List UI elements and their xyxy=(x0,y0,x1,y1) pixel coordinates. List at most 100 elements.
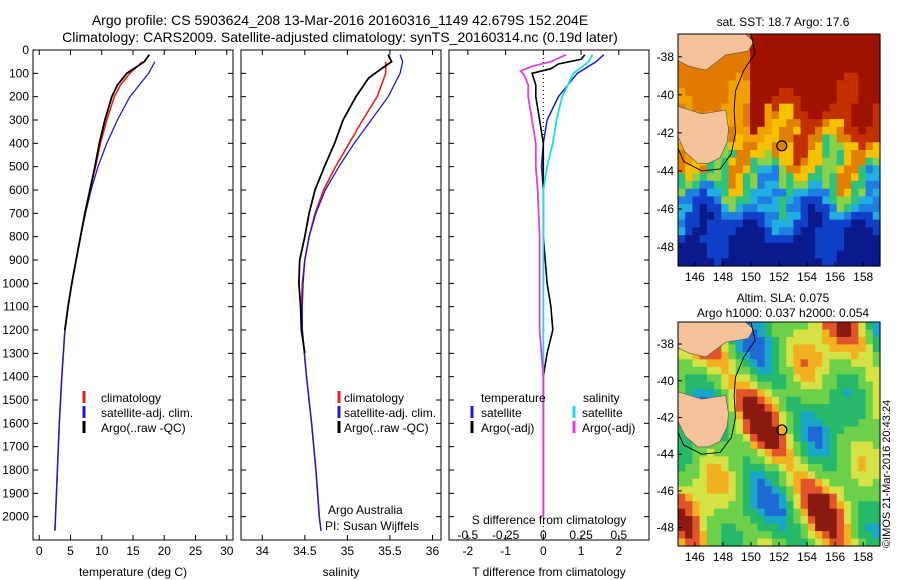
map-cell xyxy=(786,242,794,252)
map-cell xyxy=(728,103,737,112)
map-cell xyxy=(728,165,737,174)
map-cell xyxy=(793,486,802,495)
map-cell xyxy=(843,389,852,398)
map-cell xyxy=(692,523,701,532)
map-cell xyxy=(750,150,758,159)
map-cell xyxy=(786,49,794,58)
map-cell xyxy=(800,448,809,457)
map-cell xyxy=(858,41,867,50)
map-cell xyxy=(735,57,744,66)
map-cell xyxy=(865,426,874,435)
s-tick-label: -0.5 xyxy=(458,528,479,542)
map-cell xyxy=(843,204,852,213)
map-cell xyxy=(706,235,715,244)
map-cell xyxy=(764,426,773,435)
map-cell xyxy=(786,434,794,443)
map-cell xyxy=(764,242,773,252)
map-cell xyxy=(800,41,809,50)
map-cell xyxy=(771,344,780,353)
map-cell xyxy=(714,493,722,502)
map-cell xyxy=(764,119,773,128)
map-cell xyxy=(699,219,708,228)
map-cell xyxy=(793,366,802,375)
map-cell xyxy=(779,486,787,495)
map-cell xyxy=(714,478,722,487)
map-cell xyxy=(807,322,816,331)
map-cell xyxy=(843,404,852,413)
map-cell xyxy=(836,119,845,128)
map-cell xyxy=(735,49,744,58)
map-cell xyxy=(757,157,766,166)
y-tick-label: 400 xyxy=(9,136,29,150)
map-cell xyxy=(858,434,867,443)
y-tick-label: 1900 xyxy=(2,486,29,500)
map-cell xyxy=(858,329,867,338)
map-cell xyxy=(815,508,823,517)
map-cell xyxy=(685,157,693,166)
map-cell xyxy=(872,523,881,532)
map-cell xyxy=(750,157,758,166)
y-tick-label: 500 xyxy=(9,160,29,174)
map-cell xyxy=(807,456,816,465)
map-y-tick-label: -48 xyxy=(657,240,675,254)
map-cell xyxy=(678,501,686,510)
map-cell xyxy=(721,508,730,517)
map-cell xyxy=(735,165,744,174)
map-cell xyxy=(742,180,751,190)
map-cell xyxy=(764,41,773,50)
map-cell xyxy=(800,235,809,244)
map-cell xyxy=(865,34,874,43)
map-cell xyxy=(815,478,823,487)
map-cell xyxy=(851,258,859,267)
map-cell xyxy=(829,126,838,136)
map-cell xyxy=(822,57,831,66)
map-cell xyxy=(714,180,722,190)
map-cell xyxy=(771,523,780,532)
map-cell xyxy=(735,389,744,398)
map-cell xyxy=(829,463,838,472)
map-cell xyxy=(793,119,802,128)
map-cell xyxy=(685,441,693,450)
map-cell xyxy=(721,501,730,510)
map-cell xyxy=(764,336,773,345)
map-cell xyxy=(757,516,766,525)
map-cell xyxy=(843,188,852,197)
map-cell xyxy=(779,188,787,197)
map-cell xyxy=(757,88,766,97)
map-cell xyxy=(822,188,831,197)
map-cell xyxy=(793,448,802,457)
map-cell xyxy=(757,41,766,50)
map-cell xyxy=(750,126,758,136)
map-cell xyxy=(829,242,838,252)
map-cell xyxy=(815,404,823,413)
map-cell xyxy=(872,478,881,487)
map-cell xyxy=(764,72,773,81)
y-tick-label: 1600 xyxy=(2,416,29,430)
map-cell xyxy=(721,219,730,228)
map-cell xyxy=(872,441,881,450)
map-cell xyxy=(851,508,859,517)
map-cell xyxy=(865,471,874,480)
map-cell xyxy=(800,426,809,435)
map-cell xyxy=(858,411,867,420)
map-cell xyxy=(699,173,708,182)
map-cell xyxy=(858,142,867,151)
map-cell xyxy=(706,516,715,525)
map-cell xyxy=(771,235,780,244)
sla-map-title: Altim. SLA: 0.075 xyxy=(737,291,830,305)
map-cell xyxy=(721,366,730,375)
map-cell xyxy=(721,80,730,89)
map-cell xyxy=(836,366,845,375)
map-cell xyxy=(858,180,867,190)
map-cell xyxy=(678,196,686,205)
map-cell xyxy=(872,95,881,105)
map-x-tick-label: 150 xyxy=(741,270,761,284)
map-cell xyxy=(750,531,758,540)
map-cell xyxy=(858,396,867,405)
map-cell xyxy=(843,165,852,174)
map-cell xyxy=(728,493,737,502)
map-cell xyxy=(757,95,766,105)
map-cell xyxy=(750,508,758,517)
map-cell xyxy=(750,204,758,213)
y-tick-label: 700 xyxy=(9,206,29,220)
